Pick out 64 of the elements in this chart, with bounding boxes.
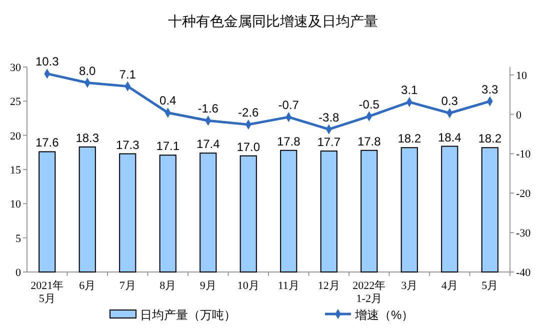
data-label: 17.4 [196, 137, 220, 152]
data-label: -2.6 [238, 106, 260, 120]
data-label: 8.0 [79, 64, 96, 78]
y2-tick-label: 0 [516, 109, 522, 122]
chart-title: 十种有色金属同比增速及日均产量 [168, 13, 378, 29]
bar [481, 147, 498, 272]
bar [159, 154, 176, 272]
data-label: 0.3 [441, 94, 458, 108]
y-tick-label: 30 [10, 62, 22, 74]
x-tick-label: 8月 [160, 280, 176, 292]
data-label: 3.1 [401, 83, 418, 98]
data-label: 17.8 [276, 134, 301, 148]
data-label: 0.4 [160, 94, 177, 108]
bar [240, 155, 257, 272]
data-label: 17.1 [156, 139, 180, 154]
x-tick-label: 12月 [318, 280, 340, 292]
data-label: 17.7 [317, 135, 341, 150]
data-label: -0.5 [358, 97, 380, 112]
x-tick-label: 10月 [237, 280, 260, 292]
x-tick-label: 4月 [441, 280, 458, 292]
y2-tick-label: -20 [516, 188, 532, 200]
data-label: 18.3 [76, 130, 100, 145]
data-label: -1.6 [198, 102, 219, 116]
y2-tick-label: -10 [516, 148, 532, 161]
data-label: 17.8 [357, 134, 382, 148]
data-label: 18.2 [398, 132, 422, 146]
data-label: 3.3 [482, 82, 499, 96]
y2-tick-label: -40 [516, 267, 532, 279]
legend-label: 日均产量（万吨） [140, 308, 236, 322]
x-tick-label: 2022年 1-2月 [352, 280, 386, 305]
bar [360, 150, 378, 272]
x-tick-label: 11月 [278, 280, 300, 292]
y2-tick-label: -30 [516, 228, 532, 240]
data-label: 18.2 [478, 132, 502, 146]
data-label: 7.1 [119, 67, 136, 82]
x-tick-label: 2021年 5月 [30, 280, 64, 305]
y-tick-label: 20 [10, 130, 22, 142]
legend-label: 增速（%） [354, 308, 414, 322]
bar [400, 147, 418, 272]
y-tick-label: 5 [16, 232, 22, 245]
y-tick-label: 25 [10, 96, 22, 108]
x-tick-label: 3月 [401, 280, 418, 292]
y-tick-label: 15 [10, 164, 22, 176]
data-label: -3.8 [318, 110, 340, 124]
bar [441, 146, 458, 272]
x-tick-label: 9月 [200, 280, 216, 292]
x-tick-label: 7月 [119, 280, 136, 292]
data-label: 10.3 [35, 54, 60, 69]
bar [78, 146, 96, 272]
bar [320, 150, 338, 272]
data-label: 17.0 [236, 140, 260, 154]
data-label: 17.3 [116, 138, 140, 152]
bar [280, 150, 298, 272]
y-tick-label: 10 [10, 198, 22, 211]
bar [119, 153, 136, 272]
x-tick-label: 5月 [482, 280, 498, 292]
x-tick-label: 6月 [79, 280, 96, 292]
data-label: -0.7 [278, 98, 300, 112]
y-tick-label: 0 [16, 267, 22, 279]
bar [38, 151, 56, 272]
data-label: 18.4 [438, 130, 462, 144]
data-label: 17.6 [35, 136, 60, 150]
y2-tick-label: 10 [516, 70, 528, 82]
bar [200, 152, 217, 272]
